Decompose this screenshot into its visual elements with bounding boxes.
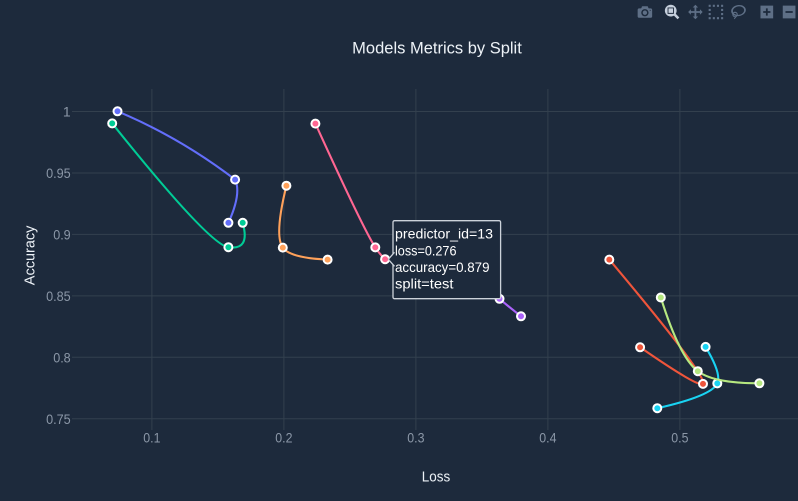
svg-text:Loss: Loss <box>422 470 451 486</box>
svg-text:0.9: 0.9 <box>53 227 71 243</box>
svg-text:loss=0.276: loss=0.276 <box>395 242 457 258</box>
svg-text:0.3: 0.3 <box>407 429 424 445</box>
svg-text:0.75: 0.75 <box>46 411 71 427</box>
svg-text:Models Metrics by Split: Models Metrics by Split <box>352 40 522 58</box>
svg-text:0.85: 0.85 <box>46 288 71 304</box>
svg-text:predictor_id=13: predictor_id=13 <box>395 226 493 242</box>
svg-text:0.1: 0.1 <box>143 429 160 445</box>
svg-text:0.8: 0.8 <box>53 349 71 365</box>
svg-text:Accuracy: Accuracy <box>23 225 39 285</box>
svg-text:accuracy=0.879: accuracy=0.879 <box>395 259 490 275</box>
svg-text:0.5: 0.5 <box>671 429 688 445</box>
svg-text:0.2: 0.2 <box>275 429 292 445</box>
svg-text:0.4: 0.4 <box>539 429 556 445</box>
svg-text:1: 1 <box>63 104 71 120</box>
svg-text:split=test: split=test <box>395 276 454 292</box>
svg-text:0.95: 0.95 <box>46 165 71 181</box>
